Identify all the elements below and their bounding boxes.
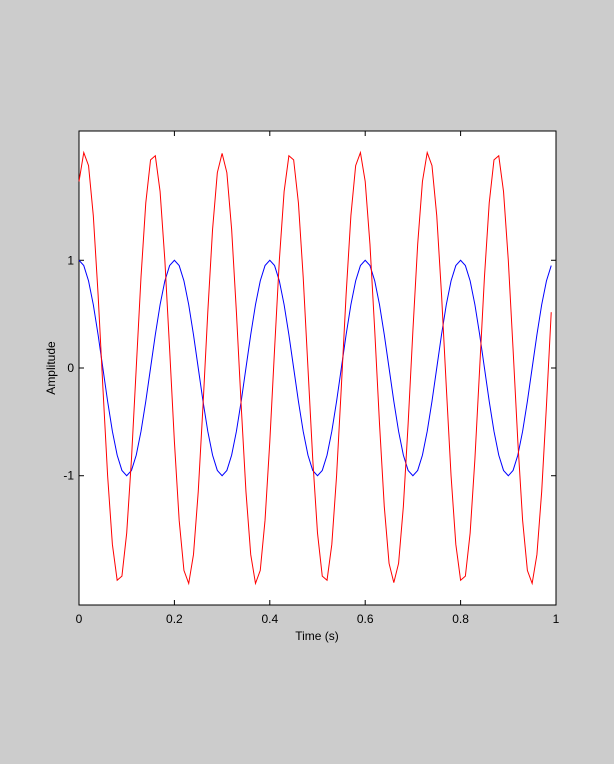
x-tick-label: 0.2 <box>166 612 183 626</box>
ticks <box>78 131 557 605</box>
series-line-1 <box>78 259 552 477</box>
tick-labels: 0 0.2 0.4 0.6 0.8 1 -1 0 1 <box>63 253 559 626</box>
x-tick-label: 0 <box>76 612 83 626</box>
x-axis-label: Time (s) <box>295 629 339 643</box>
y-tick-label: -1 <box>63 469 74 483</box>
y-tick-label: 0 <box>67 361 74 375</box>
series-group <box>78 150 552 586</box>
y-axis-label: Amplitude <box>44 341 58 395</box>
x-tick-label: 0.8 <box>452 612 469 626</box>
x-tick-label: 0.6 <box>357 612 374 626</box>
x-tick-label: 0.4 <box>261 612 278 626</box>
plot-area: 0 0.2 0.4 0.6 0.8 1 -1 0 1 <box>63 130 560 626</box>
y-tick-label: 1 <box>67 253 74 267</box>
x-tick-label: 1 <box>553 612 560 626</box>
series-line-2 <box>78 150 552 586</box>
